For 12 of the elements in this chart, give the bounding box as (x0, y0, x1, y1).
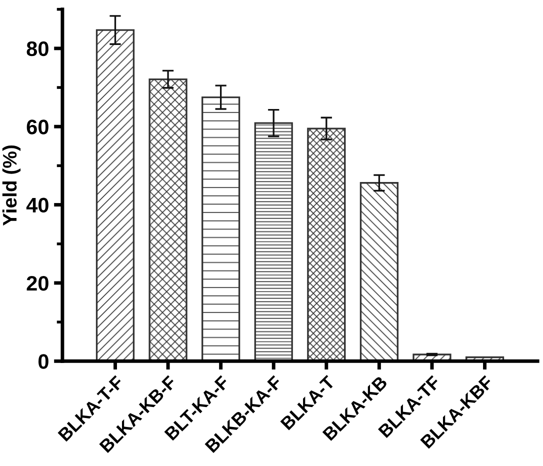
y-tick-label: 20 (26, 276, 48, 291)
bar (360, 182, 399, 362)
y-tick-label: 60 (26, 120, 48, 134)
bar (148, 78, 188, 362)
y-axis-title: Yield (%) (2, 146, 21, 226)
bar (307, 128, 346, 362)
bar (254, 122, 293, 362)
bar (202, 96, 240, 362)
bar (96, 29, 135, 362)
y-tick-label: 80 (26, 41, 48, 56)
y-tick-label: 40 (26, 198, 48, 213)
y-tick-label: 0 (38, 354, 48, 369)
